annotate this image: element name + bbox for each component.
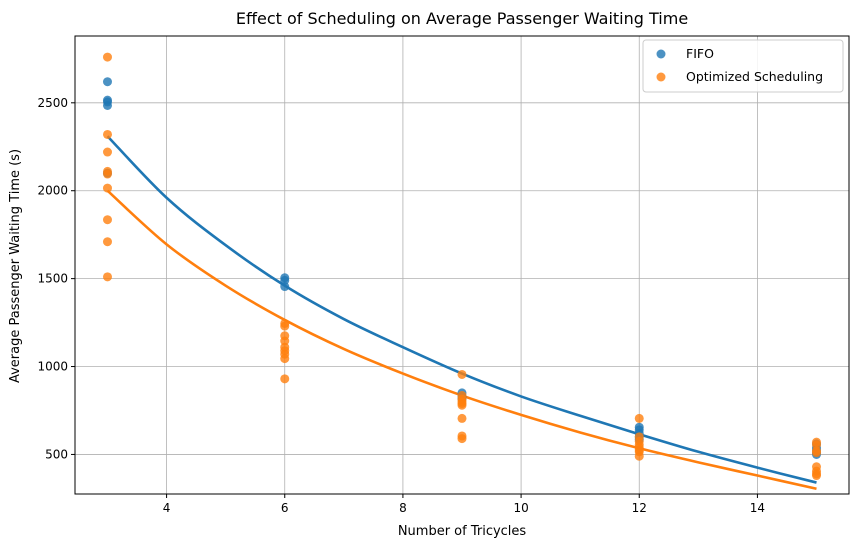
legend-marker — [656, 72, 666, 82]
data-point — [102, 272, 112, 282]
data-point — [280, 275, 290, 285]
y-axis-ticks: 500 1000 1500 2000 2500 — [37, 96, 75, 461]
x-tick-label: 4 — [163, 501, 171, 515]
x-tick-label: 10 — [513, 501, 528, 515]
data-point — [102, 215, 112, 225]
x-tick-label: 6 — [281, 501, 289, 515]
legend-label: Optimized Scheduling — [686, 69, 823, 84]
data-point — [457, 434, 467, 444]
plot-area-frame — [74, 35, 850, 495]
chart-title: Effect of Scheduling on Average Passenge… — [236, 9, 688, 28]
data-point — [280, 374, 290, 384]
data-point — [102, 169, 112, 179]
data-point — [102, 237, 112, 247]
data-point — [102, 147, 112, 157]
x-axis-ticks: 4 6 8 10 12 14 — [163, 494, 765, 515]
legend: FIFO Optimized Scheduling — [642, 39, 844, 93]
y-tick-label: 2000 — [37, 184, 68, 198]
data-point — [457, 369, 467, 379]
data-point — [812, 440, 822, 450]
data-point — [634, 451, 644, 461]
x-tick-label: 8 — [399, 501, 407, 515]
y-tick-label: 1000 — [37, 360, 68, 374]
legend-marker — [656, 49, 666, 59]
y-axis-label: Average Passenger Waiting Time (s) — [8, 149, 23, 383]
data-point — [812, 448, 822, 458]
grid-lines — [75, 36, 849, 494]
data-point — [102, 52, 112, 62]
data-point — [280, 354, 290, 364]
data-point — [102, 129, 112, 139]
x-tick-label: 14 — [750, 501, 765, 515]
trend-line — [106, 135, 817, 484]
data-point — [812, 471, 822, 481]
trend-line — [106, 189, 817, 490]
legend-box — [642, 39, 844, 93]
data-point — [280, 282, 290, 292]
trend-lines — [106, 135, 817, 490]
data-point — [457, 413, 467, 423]
data-point — [280, 336, 290, 346]
data-points — [102, 52, 822, 481]
data-point — [102, 183, 112, 193]
data-point — [102, 77, 112, 87]
x-tick-label: 12 — [632, 501, 647, 515]
y-tick-label: 1500 — [37, 272, 68, 286]
data-point — [280, 321, 290, 331]
data-point — [102, 100, 112, 110]
data-point — [634, 413, 644, 423]
y-tick-label: 2500 — [37, 96, 68, 110]
y-tick-label: 500 — [45, 447, 68, 461]
data-point — [457, 400, 467, 410]
legend-label: FIFO — [686, 46, 714, 61]
x-axis-label: Number of Tricycles — [398, 524, 527, 539]
